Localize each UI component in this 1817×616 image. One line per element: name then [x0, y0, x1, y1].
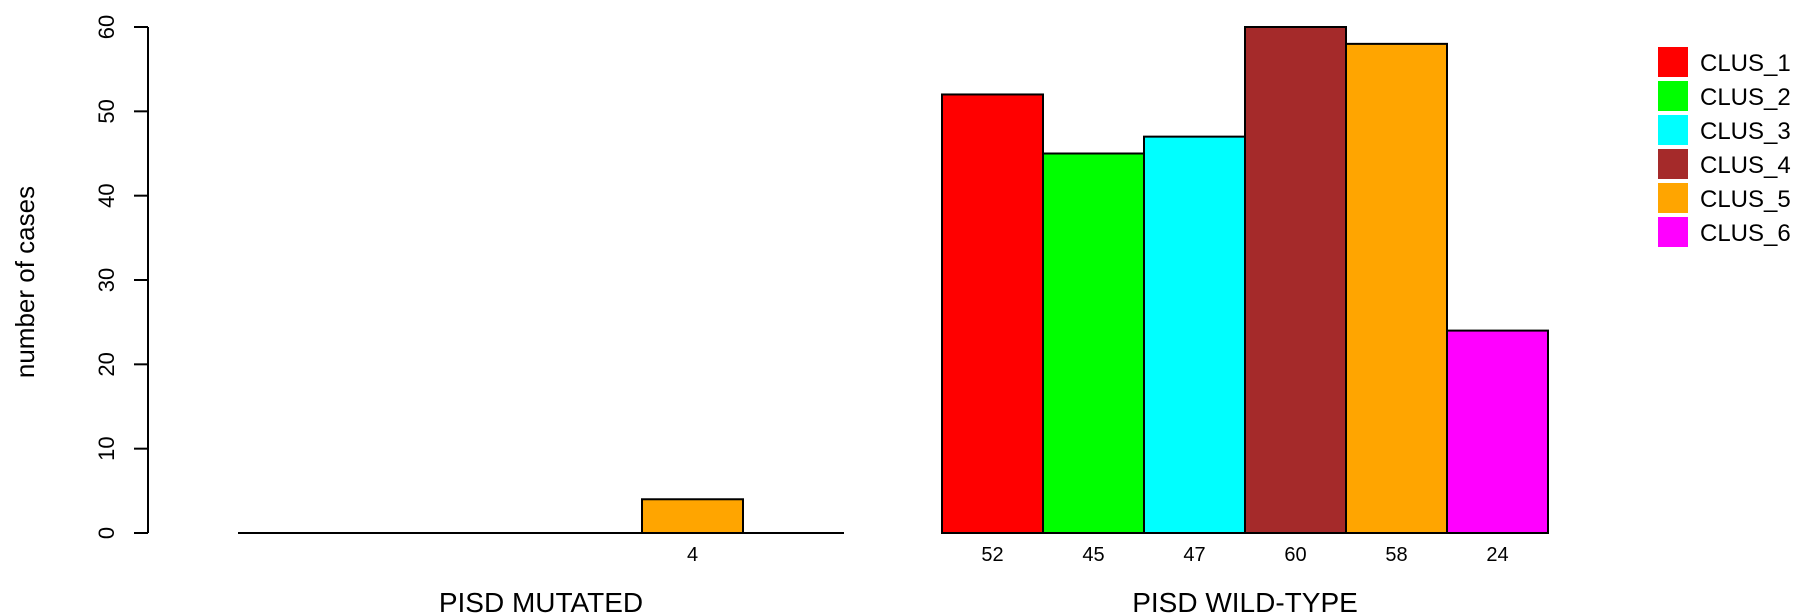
- group-label: PISD WILD-TYPE: [1132, 587, 1358, 616]
- group-labels: PISD MUTATED PISD WILD-TYPE: [439, 587, 1358, 616]
- bar-clus-5: [641, 498, 744, 534]
- bar-value-label: 4: [687, 544, 698, 566]
- y-tick-label: 10: [94, 436, 119, 460]
- legend-label: CLUS_5: [1700, 186, 1791, 213]
- legend-swatch: [1658, 81, 1688, 111]
- bars: 4 52 45 47 60 58 24: [238, 26, 1549, 566]
- legend-label: CLUS_4: [1700, 152, 1791, 179]
- bar-clus-3: [1143, 135, 1246, 534]
- legend-item: CLUS_4: [1658, 149, 1791, 179]
- y-axis: 0 10 20 30 40 50 60: [94, 15, 149, 539]
- legend-label: CLUS_1: [1700, 50, 1791, 77]
- legend-swatch: [1658, 115, 1688, 145]
- legend-item: CLUS_6: [1658, 217, 1791, 247]
- bar-clus-2: [1042, 152, 1145, 534]
- bar-clus-1: [941, 93, 1044, 534]
- legend-label: CLUS_3: [1700, 118, 1791, 145]
- bar-value-label: 47: [1183, 544, 1205, 566]
- y-tick-label: 20: [94, 352, 119, 376]
- bar-value-label: 60: [1284, 544, 1306, 566]
- legend-item: CLUS_2: [1658, 81, 1791, 111]
- legend-swatch: [1658, 217, 1688, 247]
- y-tick-label: 0: [94, 527, 119, 539]
- y-tick-label: 40: [94, 183, 119, 207]
- legend-swatch: [1658, 183, 1688, 213]
- group-label: PISD MUTATED: [439, 587, 643, 616]
- legend-item: CLUS_3: [1658, 115, 1791, 145]
- legend-swatch: [1658, 47, 1688, 77]
- bar-clus-5: [1345, 42, 1448, 534]
- y-tick-label: 30: [94, 268, 119, 292]
- bar-value-label: 52: [981, 544, 1003, 566]
- bar-group: 52 45 47 60 58 24: [941, 26, 1549, 566]
- legend-item: CLUS_1: [1658, 47, 1791, 77]
- legend-label: CLUS_2: [1700, 84, 1791, 111]
- y-tick-label: 60: [94, 15, 119, 39]
- y-axis-title: number of cases: [10, 186, 40, 378]
- bar-value-label: 58: [1385, 544, 1407, 566]
- y-tick-label: 50: [94, 99, 119, 123]
- legend-item: CLUS_5: [1658, 183, 1791, 213]
- bar-value-label: 24: [1486, 544, 1508, 566]
- bar-clus-6: [1446, 329, 1549, 534]
- legend-swatch: [1658, 149, 1688, 179]
- legend-label: CLUS_6: [1700, 220, 1791, 247]
- bar-clus-4: [1244, 26, 1347, 534]
- legend: CLUS_1 CLUS_2 CLUS_3 CLUS_4 CLUS_5 CLUS_6: [1658, 47, 1791, 247]
- bar-group: 4: [238, 498, 844, 566]
- bar-value-label: 45: [1082, 544, 1104, 566]
